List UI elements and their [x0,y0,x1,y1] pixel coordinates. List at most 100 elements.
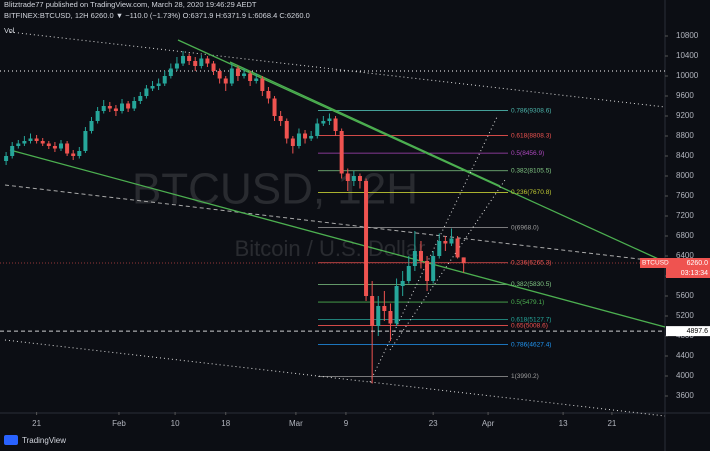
x-tick-label: Apr [482,419,495,428]
trendline [4,184,666,263]
candle-body [339,131,344,174]
candle-body [315,123,320,136]
drawings [4,31,666,417]
candle-body [406,266,411,281]
candle-body [120,103,125,111]
y-tick-label: 10400 [676,51,699,60]
y-tick-label: 8800 [676,131,694,140]
x-tick-label: 21 [607,419,616,428]
x-tick-label: 21 [32,419,41,428]
candle-body [52,146,57,149]
candle-body [46,143,51,146]
candle-body [455,238,460,258]
candle-body [443,241,448,244]
fib-label: 0.236(7670.8) [511,189,551,196]
watermark-description: Bitcoin / U.S. Dollar [235,236,426,261]
candle-body [412,251,417,266]
trendline [177,39,666,263]
candle-body [351,176,356,181]
candle-body [461,257,466,263]
candle-body [83,131,88,151]
candle-body [290,138,295,146]
candle-body [388,311,393,324]
candle-body [333,118,338,131]
y-tick-label: 4000 [676,371,694,380]
fib-label: 0.382(8105.5) [511,167,551,174]
fib-label: 0.65(5008.6) [511,322,548,329]
candle-body [65,143,70,154]
candle-body [132,101,137,109]
price-badge [666,258,710,268]
channel-line [369,116,498,383]
candle-body [168,68,173,76]
candle-body [321,121,326,124]
candle-body [303,133,308,139]
candle-body [16,143,21,146]
y-tick-label: 6800 [676,231,694,240]
fib-label: 0.786(9308.6) [511,107,551,114]
candle-body [10,146,15,156]
x-tick-label: 18 [221,419,230,428]
y-tick-label: 9600 [676,91,694,100]
candle-body [28,138,33,141]
candle-body [425,261,430,281]
candle-body [296,133,301,146]
candle-body [71,153,76,156]
candle-body [193,61,198,66]
y-tick-label: 6400 [676,251,694,260]
candle-body [327,118,332,121]
fib-label: 0.618(5127.7) [511,316,551,323]
price-badge [666,326,710,337]
candle-body [156,83,161,86]
symbol-badge-label: BTCUSD [642,260,669,267]
fib-label: 0.382(5830.5) [511,281,551,288]
candle-body [345,173,350,181]
candle-body [144,88,149,96]
y-tick-label: 3600 [676,391,694,400]
candle-body [242,73,247,76]
brand-logo [4,435,18,445]
x-tick-label: 10 [171,419,180,428]
countdown-label: 03:13:34 [681,270,708,277]
y-tick-label: 5600 [676,291,694,300]
fib-label: 0.5(8456.9) [511,150,544,157]
candle-body [174,63,179,69]
candle-body [418,251,423,261]
candle-body [187,56,192,61]
y-tick-label: 7200 [676,211,694,220]
candle-body [181,56,186,64]
fib-label: 0.618(8808.3) [511,132,551,139]
candle-body [126,103,131,109]
candle-body [101,106,106,111]
publisher: Blitztrade77 published on TradingView.co… [4,0,257,9]
x-tick-label: 13 [559,419,568,428]
candle-body [278,116,283,121]
trendline [229,61,501,187]
price-badge-label: 4897.6 [687,328,709,335]
x-tick-label: Mar [289,419,303,428]
y-tick-label: 7600 [676,191,694,200]
candle-body [150,86,155,89]
candle-body [309,136,314,139]
candle-body [266,91,271,99]
countdown-badge [666,268,710,278]
y-tick-label: 5200 [676,311,694,320]
y-tick-label: 8000 [676,171,694,180]
brand[interactable]: TradingView [22,436,66,445]
fib-label: 0.5(5479.1) [511,299,544,306]
candle-body [284,121,289,139]
y-tick-label: 10000 [676,71,699,80]
candle-body [394,286,399,324]
candle-body [113,108,118,111]
fib-label: 0.786(4627.4) [511,341,551,348]
candle-body [437,241,442,256]
candle-body [217,71,222,79]
y-tick-label: 8400 [676,151,694,160]
candle-body [77,151,82,156]
candle-body [4,156,9,161]
candle-body [138,96,143,101]
candle-body [40,141,45,144]
candle-body [376,306,381,326]
x-tick-label: 9 [344,419,349,428]
